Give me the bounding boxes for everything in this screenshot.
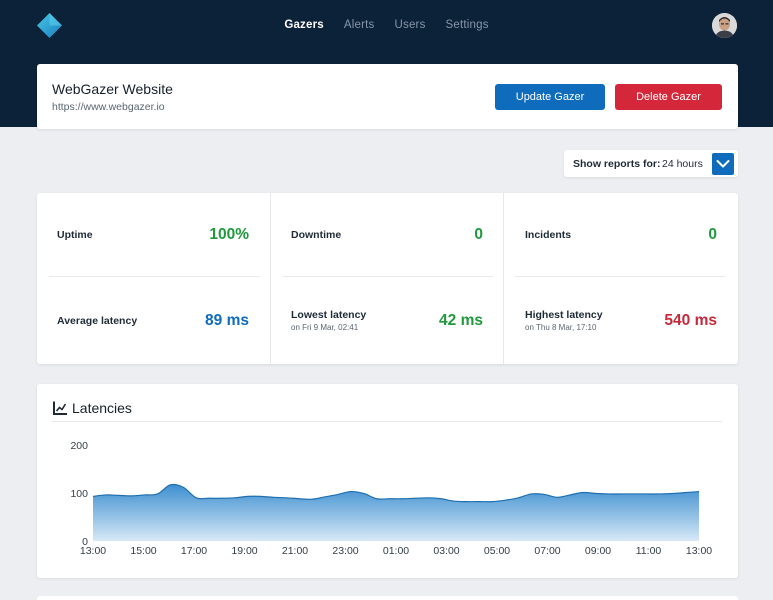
highest-latency-value: 540 ms [664,312,717,329]
chevron-down-icon [716,160,730,168]
user-avatar[interactable] [712,13,737,38]
x-tick-label: 23:00 [332,545,358,557]
latencies-card: Latencies 0 100 200 13:00 15:00 17:00 19:00 21:… [37,384,738,578]
average-latency-label: Average latency [57,315,138,327]
x-tick-label: 19:00 [231,545,257,557]
x-tick-label: 21:00 [282,545,308,557]
highest-latency-time: on Thu 8 Mar, 17:10 [525,323,597,332]
latency-line [92,483,700,503]
avatar-image [712,13,737,38]
nav-item-alerts[interactable]: Alerts [343,19,375,31]
nav-item-settings[interactable]: Settings [445,19,489,31]
y-tick-label: 0 [82,536,88,548]
downtime-value: 0 [474,226,483,243]
x-tick-label: 15:00 [130,545,156,557]
x-tick-label: 17:00 [181,545,207,557]
update-gazer-button[interactable]: Update Gazer [495,84,605,110]
y-tick-label: 100 [70,488,88,500]
incidents-value: 0 [708,226,717,243]
gazer-name: WebGazer Website [52,81,173,97]
uptime-label: Uptime [57,229,93,241]
stats-card: Uptime 100% Downtime 0 Incidents 0 Avera… [37,193,738,364]
column-divider [270,193,271,364]
x-tick-label: 03:00 [433,545,459,557]
period-value: 24 hours [662,158,703,170]
latency-area [93,484,699,541]
gazer-header-card: WebGazer Website https://www.webgazer.io… [37,64,738,129]
downtime-label: Downtime [291,229,342,241]
period-label: Show reports for: [573,158,661,170]
x-tick-label: 11:00 [636,545,662,557]
lowest-latency-value: 42 ms [439,312,483,329]
delete-gazer-button[interactable]: Delete Gazer [615,84,722,110]
x-tick-label: 13:00 [686,545,712,557]
latencies-title: Latencies [72,400,132,416]
x-tick-label: 07:00 [534,545,560,557]
period-dropdown-button[interactable] [712,153,734,175]
lowest-latency-label: Lowest latency [291,309,367,321]
main-nav: Gazers Alerts Users Settings [0,19,773,31]
latency-area-chart: 0 100 200 13:00 15:00 17:00 19:00 21:00 23:00 01:… [70,440,712,557]
x-tick-label: 05:00 [484,545,510,557]
lowest-latency-time: on Fri 9 Mar, 02:41 [291,323,359,332]
next-card [37,596,738,600]
x-tick-label: 09:00 [585,545,611,557]
x-tick-label: 13:00 [80,545,106,557]
row-divider [282,276,493,277]
highest-latency-label: Highest latency [525,309,603,321]
diamond-logo-icon[interactable] [36,12,63,39]
incidents-label: Incidents [525,229,572,241]
average-latency-value: 89 ms [205,312,249,329]
y-tick-label: 200 [70,440,88,452]
nav-item-gazers[interactable]: Gazers [284,19,324,31]
nav-item-users[interactable]: Users [394,19,426,31]
x-tick-label: 01:00 [383,545,409,557]
report-period-selector[interactable]: Show reports for: 24 hours [564,150,738,177]
chart-axis-icon [53,401,67,415]
gazer-url: https://www.webgazer.io [52,101,165,113]
column-divider [503,193,504,364]
title-divider [52,421,722,422]
row-divider [49,276,260,277]
row-divider [515,276,726,277]
uptime-value: 100% [209,226,249,243]
